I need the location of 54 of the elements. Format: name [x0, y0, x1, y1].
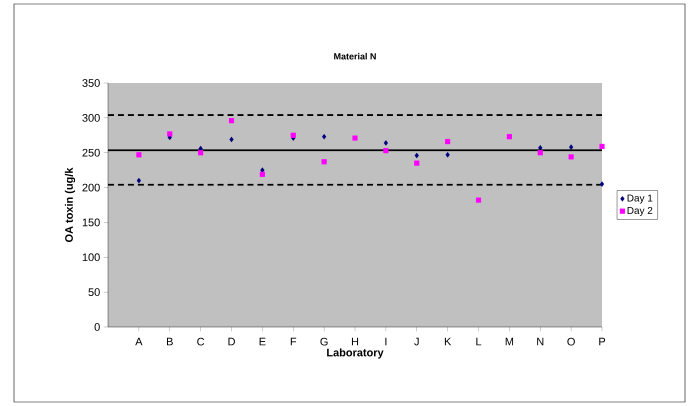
y-tick-label: 100: [82, 253, 100, 262]
x-tick-label: G: [320, 338, 328, 346]
x-axis-title: Laboratory: [327, 348, 384, 359]
point: [322, 134, 326, 140]
point: [568, 144, 574, 150]
point: [260, 172, 265, 177]
y-axis-title: OA toxin (ug/k: [64, 168, 76, 242]
point: [290, 132, 296, 138]
point: [136, 152, 142, 158]
y-tick-label: 50: [88, 288, 100, 296]
point: [538, 145, 542, 151]
x-tick-label: B: [167, 338, 173, 346]
point: [167, 131, 172, 136]
y-tick-label: 200: [82, 184, 100, 192]
point: [352, 135, 358, 141]
x-tick-label: C: [197, 338, 204, 346]
point: [383, 148, 388, 154]
y-tick-label: 300: [82, 114, 100, 122]
y-tick-label: 250: [82, 148, 100, 157]
point: [322, 159, 327, 164]
point: [445, 152, 450, 158]
x-tick-label: A: [135, 338, 143, 346]
chart-title: Material N: [334, 52, 376, 60]
point: [599, 144, 605, 150]
x-tick-label: J: [414, 338, 419, 346]
y-tick-label: 0: [94, 323, 100, 331]
point: [229, 136, 234, 142]
x-tick-label: I: [385, 338, 386, 346]
x-tick-label: E: [260, 338, 266, 346]
x-tick-label: F: [290, 338, 296, 346]
x-tick-label: N: [537, 338, 544, 346]
point: [476, 198, 482, 203]
point: [228, 118, 234, 124]
x-tick-label: M: [506, 338, 514, 346]
x-tick-label: L: [476, 338, 482, 346]
point: [600, 181, 604, 187]
point: [414, 160, 420, 166]
y-tick-label: 350: [82, 79, 100, 87]
x-tick-label: K: [444, 338, 452, 346]
x-tick-label: O: [567, 338, 575, 346]
point: [506, 134, 512, 140]
point: [384, 140, 388, 146]
x-tick-label: H: [352, 338, 358, 346]
y-tick-label: 150: [82, 218, 100, 226]
legend-label: Day 2: [628, 206, 652, 216]
x-tick-label: D: [228, 338, 235, 346]
x-tick-label: P: [599, 338, 606, 346]
point: [136, 178, 142, 184]
point: [445, 138, 450, 144]
legend-label: Day 1: [628, 194, 652, 204]
point: [198, 150, 204, 156]
point: [414, 152, 419, 158]
point: [568, 154, 574, 160]
point: [538, 150, 543, 156]
